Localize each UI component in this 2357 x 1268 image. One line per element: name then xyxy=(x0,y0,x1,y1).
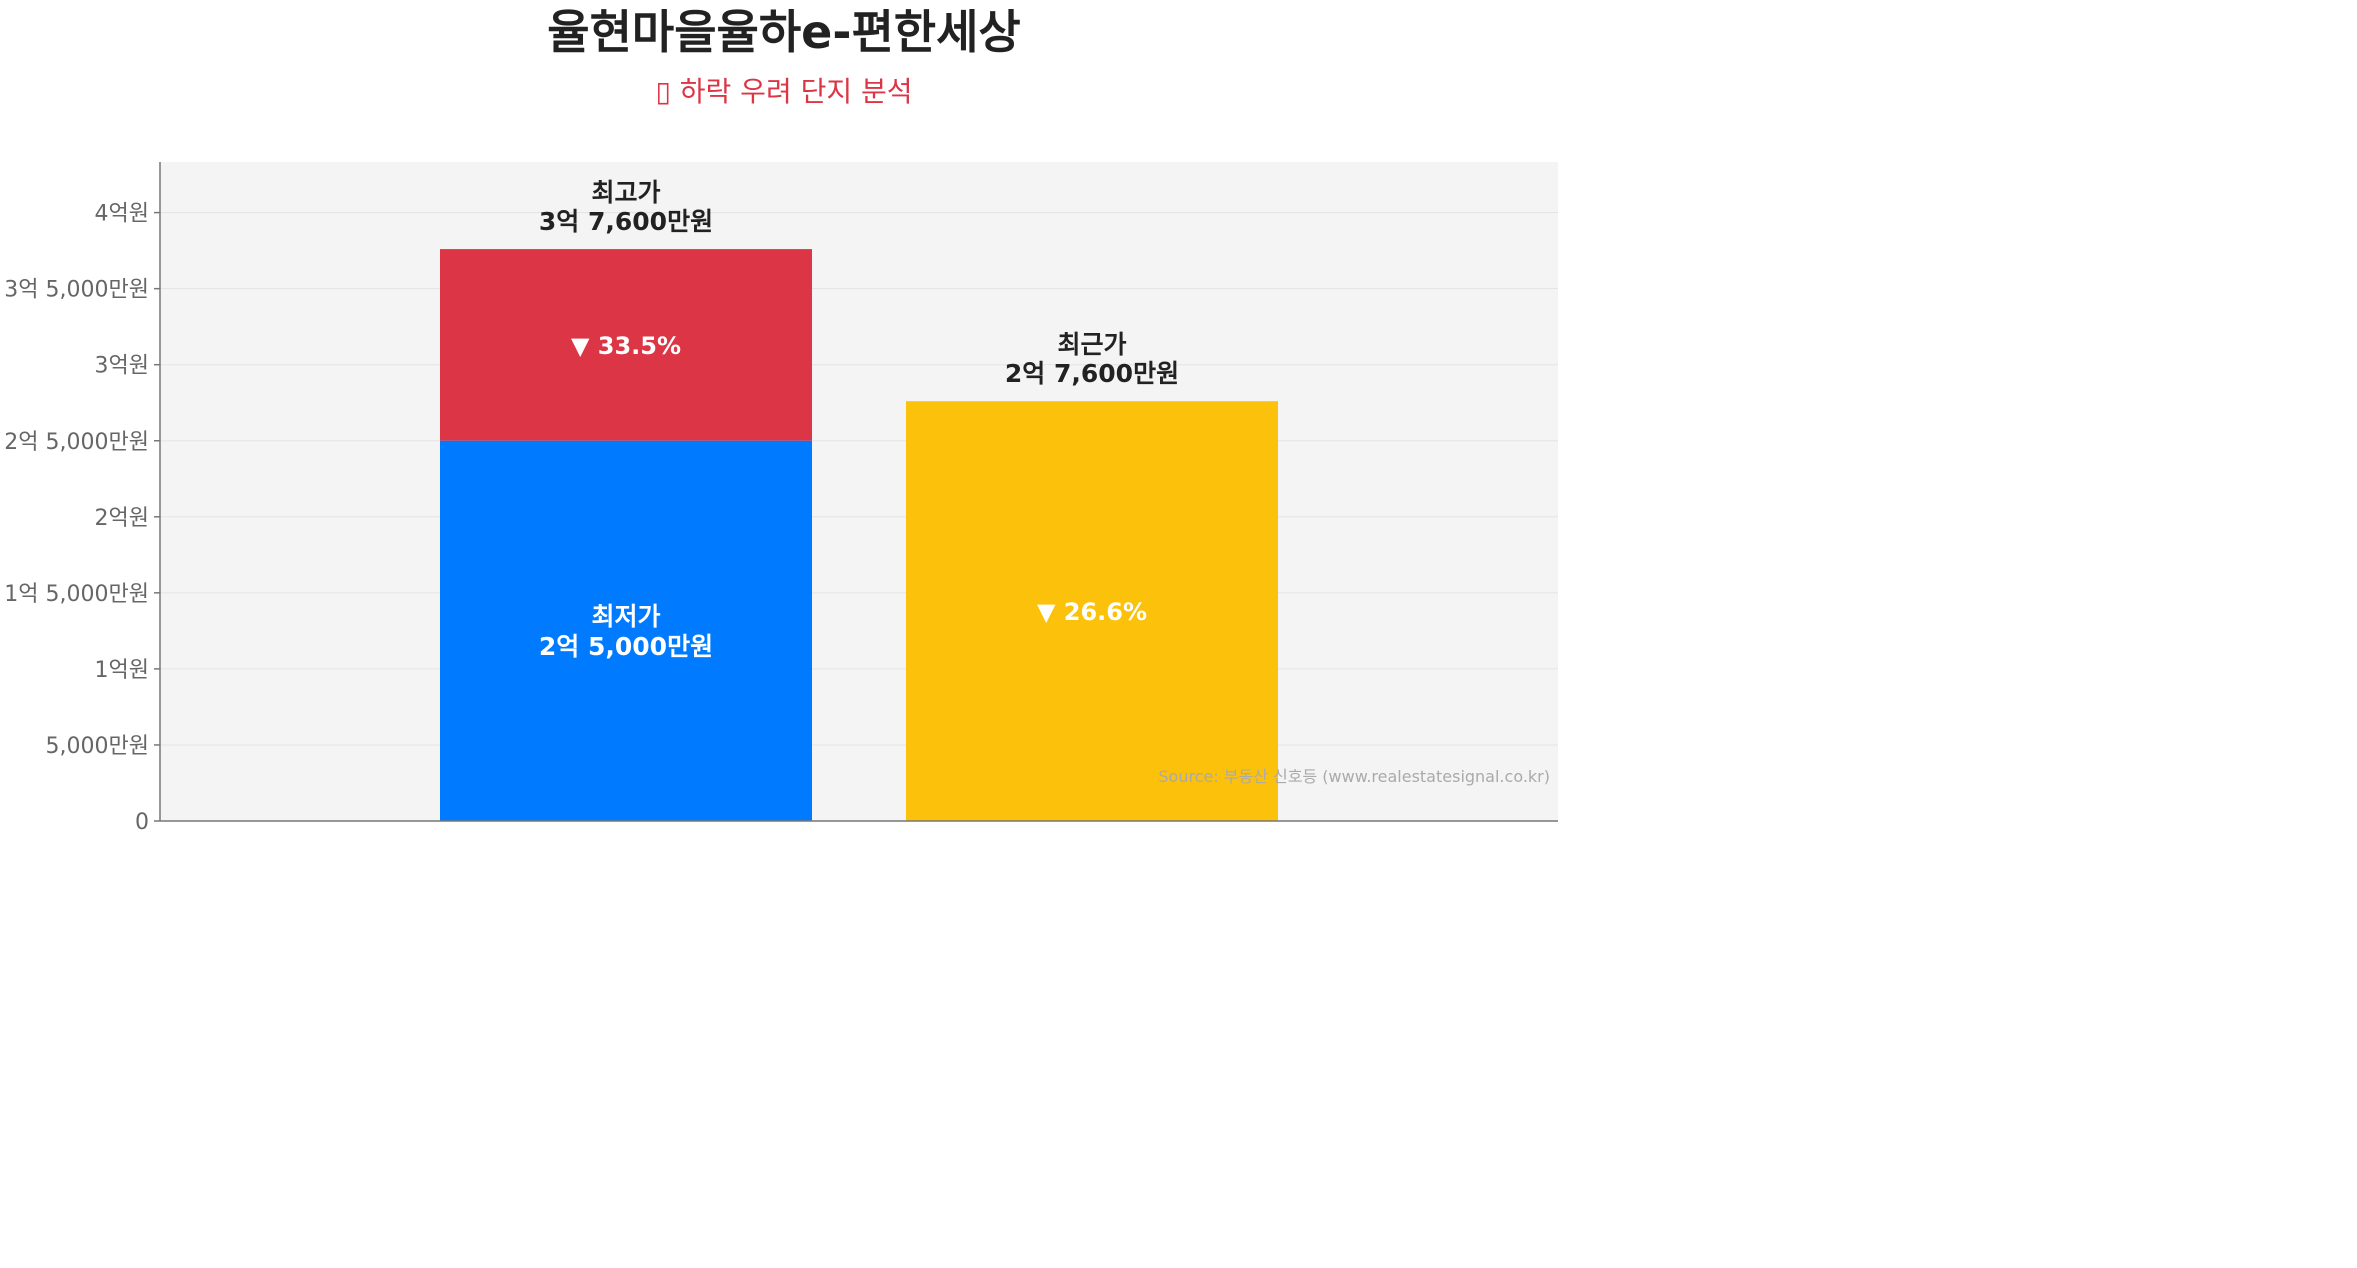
y-tick-label: 3억 5,000만원 xyxy=(4,278,149,303)
bar-chart: 0 5,000만원 1억원 1억 5,000만원 2억원 2억 5,000만원 3억원 3억 … xyxy=(4,162,1558,835)
y-tick-label: 0 xyxy=(135,810,149,835)
y-tick-label: 1억 5,000만원 xyxy=(4,582,149,607)
low-price-label-value: 2억 5,000만원 xyxy=(539,632,713,661)
bar-low-price xyxy=(440,440,812,821)
bar-recent-price xyxy=(906,401,1278,821)
plot-background xyxy=(160,162,1558,821)
chart-title: 율현마을율하e-편한세상 xyxy=(547,5,1021,59)
y-tick-label: 2억원 xyxy=(95,506,149,531)
high-drop-percent: ▼ 33.5% xyxy=(571,332,681,360)
low-price-label-title: 최저가 xyxy=(591,602,660,631)
source-note: Source: 부동산 신호등 (www.realestatesignal.co… xyxy=(1158,767,1550,786)
recent-price-label-title: 최근가 xyxy=(1057,330,1126,359)
y-tick-label: 4억원 xyxy=(95,202,149,227)
chart-subtitle: ▯ 하락 우려 단지 분석 xyxy=(655,75,913,108)
y-tick-label: 2억 5,000만원 xyxy=(4,430,149,455)
high-price-label-value: 3억 7,600만원 xyxy=(539,207,713,236)
y-tick-label: 3억원 xyxy=(95,354,149,379)
bar-high-drop-segment xyxy=(440,249,812,441)
y-tick-label: 5,000만원 xyxy=(46,734,149,759)
high-price-label-title: 최고가 xyxy=(591,178,660,207)
y-tick-label: 1억원 xyxy=(95,658,149,683)
recent-drop-percent: ▼ 26.6% xyxy=(1037,598,1147,626)
recent-price-label-value: 2억 7,600만원 xyxy=(1005,359,1179,388)
